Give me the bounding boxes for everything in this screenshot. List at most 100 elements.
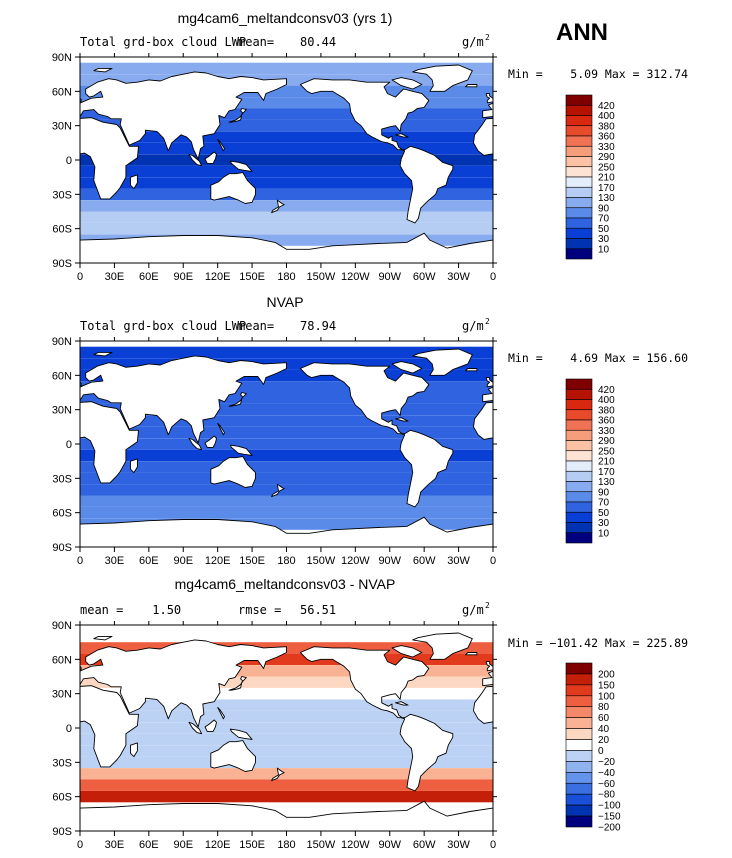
colorbar-label: 70	[598, 214, 610, 225]
colorbar-label: 330	[598, 142, 615, 153]
y-tick-label: 0	[66, 155, 72, 167]
colorbar-label: 250	[598, 162, 615, 173]
y-tick-label: 90N	[52, 336, 72, 348]
coastline-svalbard	[93, 351, 113, 357]
y-tick-label: 90S	[52, 826, 72, 838]
colorbar-box	[565, 207, 593, 219]
zonal-band	[80, 687, 493, 700]
zonal-band	[80, 392, 493, 404]
coastline-iceland	[465, 84, 478, 88]
zonal-band	[80, 745, 493, 757]
map-axes: 0 30E 60E 90E 120E 150E 180 150W 120W 90W 60W 30W 09…	[52, 336, 497, 567]
colorbar-box	[565, 532, 593, 544]
coastline-baffin	[0, 362, 9, 373]
coastline-baffin	[391, 645, 423, 658]
coastline-borneo	[618, 436, 630, 447]
colorbar-label: 130	[598, 193, 615, 204]
coastline-japan	[642, 109, 659, 123]
map-axes: 0 30E 60E 90E 120E 150E 180 150W 120W 90W 60W 30W 09…	[52, 52, 497, 283]
colorbar-box	[565, 684, 593, 697]
colorbar-box	[565, 706, 593, 718]
colorbar-box	[565, 739, 593, 751]
colorbar-box	[565, 248, 593, 260]
coastline-baffin	[391, 361, 423, 374]
y-tick-label: 60N	[52, 86, 72, 98]
x-tick-label: 120E	[205, 555, 231, 567]
coastline-samerica	[0, 146, 40, 223]
coastline-uk	[485, 93, 493, 104]
coastline-borneo	[618, 152, 630, 163]
colorbar-box	[565, 156, 593, 168]
colorbar-label: 40	[598, 724, 610, 735]
colorbar-box	[565, 125, 593, 137]
coastline-borneo	[618, 720, 630, 731]
colorbar-label: 130	[598, 477, 615, 488]
colorbar-label: 170	[598, 467, 615, 478]
y-tick-label: 30N	[52, 689, 72, 701]
colorbar-box	[565, 761, 593, 773]
minmax-label: Min = 4.69 Max = 156.60	[508, 351, 688, 365]
colorbar-label: 90	[598, 487, 610, 498]
colorbar-box	[565, 782, 593, 795]
y-tick-label: 90N	[52, 52, 72, 64]
colorbar-box	[565, 378, 593, 390]
coastline-namerica	[299, 646, 430, 719]
colorbar-label: 290	[598, 436, 615, 447]
coastline-cuba	[395, 417, 409, 422]
coastline-nz	[271, 199, 285, 214]
panel-difference: mg4cam6_meltandconsv03 - NVAP mean = 1.5…	[0, 576, 688, 851]
coastline-newguinea	[229, 444, 253, 456]
coastline-greenland	[0, 65, 59, 91]
colorbar-box	[565, 460, 593, 472]
coastline-newguinea	[643, 729, 665, 739]
colorbar-box	[565, 450, 593, 462]
colorbar-label: 0	[598, 746, 604, 757]
map-plot	[0, 624, 665, 832]
zonal-band	[80, 710, 493, 723]
y-tick-label: 30S	[52, 189, 72, 201]
y-tick-label: 0	[66, 439, 72, 451]
y-tick-label: 90S	[52, 258, 72, 270]
y-tick-label: 30N	[52, 405, 72, 417]
coastline-iceland	[465, 368, 478, 372]
map-plot	[0, 56, 659, 264]
zonal-band	[80, 653, 493, 665]
coastline-africa	[473, 117, 493, 156]
coastline-uk	[485, 377, 493, 388]
zonal-band	[80, 495, 493, 507]
colorbar-label: 360	[598, 132, 615, 143]
coastline-philippines	[217, 422, 225, 436]
coastline-samerica	[399, 145, 454, 224]
zonal-band	[80, 472, 493, 484]
season-label: ANN	[556, 19, 608, 46]
colorbar-box	[565, 793, 593, 806]
mean-value: 80.44	[300, 35, 336, 49]
units-exponent: 2	[485, 33, 490, 42]
coastline-namerica	[0, 647, 16, 718]
panel-title: mg4cam6_meltandconsv03 - NVAP	[175, 576, 396, 592]
colorbar-label: −60	[598, 779, 615, 790]
coastline-australia	[624, 457, 669, 488]
coastline-samerica	[0, 714, 40, 791]
zonal-band	[80, 518, 493, 530]
x-tick-label: 150W	[307, 555, 336, 567]
colorbar-box	[565, 135, 593, 147]
coastline-namerica	[0, 79, 16, 150]
y-tick-label: 90N	[52, 620, 72, 632]
colorbar-box	[565, 409, 593, 421]
coastline-eurasia	[80, 355, 287, 444]
colorbar-label: 70	[598, 498, 610, 509]
coastline-namerica	[0, 363, 16, 434]
zonal-band	[80, 165, 493, 178]
zonal-band	[80, 142, 493, 155]
coastline-antarctica	[80, 800, 493, 831]
coastline-nz	[271, 483, 285, 498]
coastline-eurasia	[80, 639, 287, 728]
colorbar-label: 330	[598, 426, 615, 437]
colorbar-label: 30	[598, 518, 610, 529]
x-tick-label: 30E	[105, 839, 125, 851]
x-tick-label: 150E	[239, 555, 265, 567]
colorbar-box	[565, 186, 593, 198]
zonal-band	[80, 369, 493, 381]
colorbar-label: 100	[598, 691, 615, 702]
